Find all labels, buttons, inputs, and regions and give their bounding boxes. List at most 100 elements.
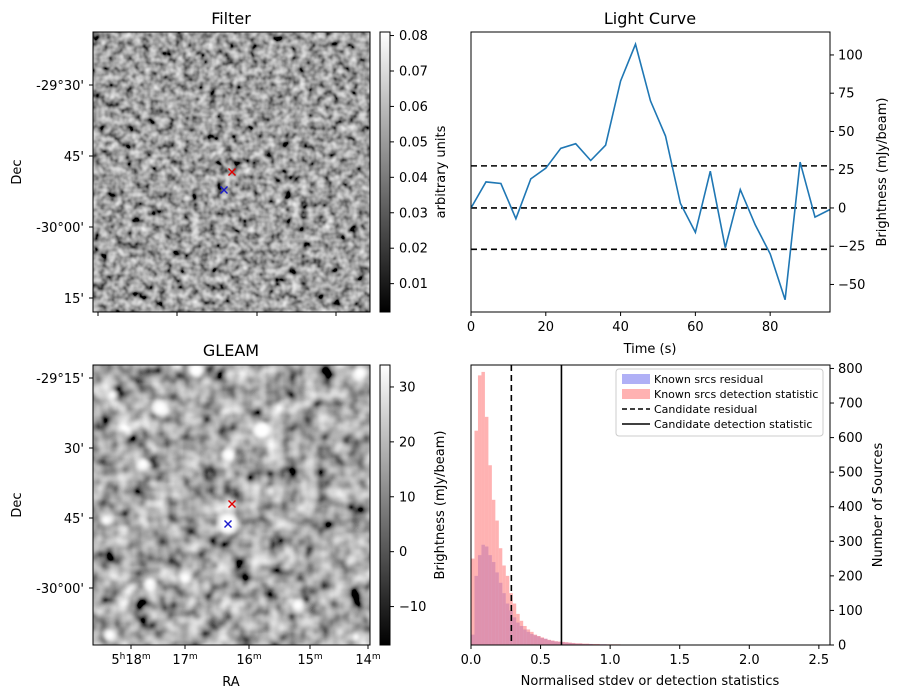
filter-ytick-label: 45': [64, 150, 84, 165]
histogram-bar: [502, 565, 506, 645]
histogram-bar: [498, 548, 503, 645]
gleam-xticks: 5h18m 17m 16m 15m 14m: [111, 645, 381, 668]
colorbar-tick-label: 10: [399, 490, 416, 505]
light-curve-xlabel: Time (s): [623, 342, 677, 357]
gleam-panel: GLEAM Dec: [10, 341, 426, 690]
light-curve-xticks: 0 20 40 60 80: [467, 312, 779, 335]
histogram-ytick-label: 300: [838, 535, 863, 550]
colorbar-tick-label: −10: [399, 600, 426, 615]
histogram-bar: [592, 643, 597, 645]
light-curve-panel: Light Curve 0 20 40 60 80 −50 −25 0 25 50 75 100 T…: [467, 9, 890, 357]
colorbar-tick-label: 0: [399, 545, 407, 560]
light-curve-xtick-label: 20: [538, 320, 555, 335]
histogram-bar: [596, 643, 600, 645]
light-curve-ytick-label: −25: [838, 240, 865, 255]
gleam-xlabel: RA: [222, 675, 240, 690]
gleam-title: GLEAM: [203, 341, 259, 360]
histogram-bar: [477, 375, 482, 645]
light-curve-ytick-label: −50: [838, 278, 865, 293]
filter-frame: [92, 31, 371, 313]
light-curve-xtick-label: 80: [762, 320, 779, 335]
colorbar-tick-label: 0.08: [399, 29, 428, 44]
histogram-ytick-label: 500: [838, 466, 863, 481]
gleam-xtick-label: 16m: [236, 652, 261, 668]
colorbar-tick-label: 0.03: [399, 206, 428, 221]
histogram-bar: [557, 641, 562, 645]
legend-label: Known srcs detection statistic: [654, 388, 818, 401]
histogram-ytick-label: 200: [838, 569, 863, 584]
histogram-xlabel: Normalised stdev or detection statistics: [521, 674, 780, 689]
gleam-ytick-label: -29°15': [36, 372, 84, 387]
light-curve-title: Light Curve: [604, 9, 696, 28]
histogram-bar: [564, 642, 569, 645]
histogram-left-label: Brightness (mJy/beam): [433, 431, 448, 580]
light-curve-ytick-label: 100: [838, 48, 863, 63]
gleam-ytick-label: -30°00': [36, 582, 84, 597]
gleam-xtick-label: 5h18m: [111, 652, 150, 668]
histogram-bar: [512, 603, 517, 645]
histogram-bar: [575, 643, 579, 645]
light-curve-ytick-label: 25: [838, 163, 855, 178]
gleam-source: [351, 632, 361, 642]
filter-ylabel: Dec: [10, 159, 25, 184]
gleam-source: [222, 448, 236, 462]
legend-box: [615, 368, 824, 437]
histogram-bar: [561, 641, 565, 645]
light-curve-xtick-label: 0: [467, 320, 475, 335]
filter-colorbar: [379, 31, 391, 313]
colorbar-tick-label: 20: [399, 435, 416, 450]
gleam-markers: [224, 500, 236, 528]
histogram-xtick-label: 0.5: [530, 653, 551, 668]
histogram-legend: Known srcs residual Known srcs detection…: [615, 368, 824, 437]
gleam-source: [101, 515, 111, 525]
filter-blue-marker: [220, 186, 228, 194]
histogram-bar: [568, 642, 572, 645]
light-curve-frame: [470, 31, 831, 313]
histogram-ytick-label: 400: [838, 500, 863, 515]
light-curve-ylabel: Brightness (mJy/beam): [875, 98, 890, 247]
histogram-xticks: 0.0 0.5 1.0 1.5 2.0 2.5: [461, 645, 829, 668]
histogram-bar: [530, 631, 534, 645]
histogram-bar: [505, 575, 510, 645]
histogram-ytick-label: 0: [838, 639, 846, 654]
gleam-red-marker: [228, 500, 236, 508]
light-curve-ytick-label: 0: [838, 201, 846, 216]
histogram-bar: [585, 643, 590, 645]
histogram-bar: [471, 558, 475, 645]
histogram-bar: [544, 638, 548, 645]
filter-ytick-label: 15': [64, 292, 84, 307]
histogram-bar: [526, 629, 531, 645]
histogram-bar: [488, 465, 492, 645]
filter-markers: [220, 168, 236, 194]
gleam-source: [218, 513, 238, 533]
legend-label: Candidate residual: [654, 403, 757, 416]
gleam-source: [253, 421, 271, 439]
filter-red-marker: [228, 168, 236, 176]
histogram-bar: [554, 641, 558, 645]
filter-ytick-label: -30°00': [36, 221, 84, 236]
histogram-bar: [537, 636, 541, 645]
gleam-ytick-label: 45': [64, 512, 84, 527]
histogram-bar: [582, 643, 586, 645]
light-curve-plot: [470, 41, 831, 301]
histogram-ylabel: Number of Sources: [871, 443, 886, 568]
histogram-bar: [484, 416, 489, 645]
colorbar-tick-label: 30: [399, 380, 416, 395]
histogram-bar: [481, 371, 485, 645]
filter-colorbar-label: arbitrary units: [434, 125, 449, 218]
histogram-plot: [471, 365, 819, 645]
histogram-bar: [533, 634, 538, 645]
filter-colorbar-ticks: 0.01 0.02 0.03 0.04 0.05 0.06 0.07 0.08: [390, 29, 428, 292]
gleam-source: [353, 366, 367, 380]
light-curve-ytick-label: 75: [838, 87, 855, 102]
filter-ytick-label: -29°30': [36, 79, 84, 94]
filter-panel: Filter Dec -29°30' 45' -30°00' 15' 0.010…: [10, 9, 449, 316]
colorbar-tick-label: 0.02: [399, 242, 428, 257]
histogram-bar: [578, 643, 583, 645]
gleam-colorbar: [379, 364, 391, 646]
gleam-colorbar-ticks: −10 0 10 20 30: [390, 380, 426, 615]
gleam-ylabel: Dec: [10, 492, 25, 517]
gleam-source: [188, 362, 204, 378]
histogram-bar: [551, 640, 555, 645]
light-curve-xtick-label: 40: [612, 320, 629, 335]
